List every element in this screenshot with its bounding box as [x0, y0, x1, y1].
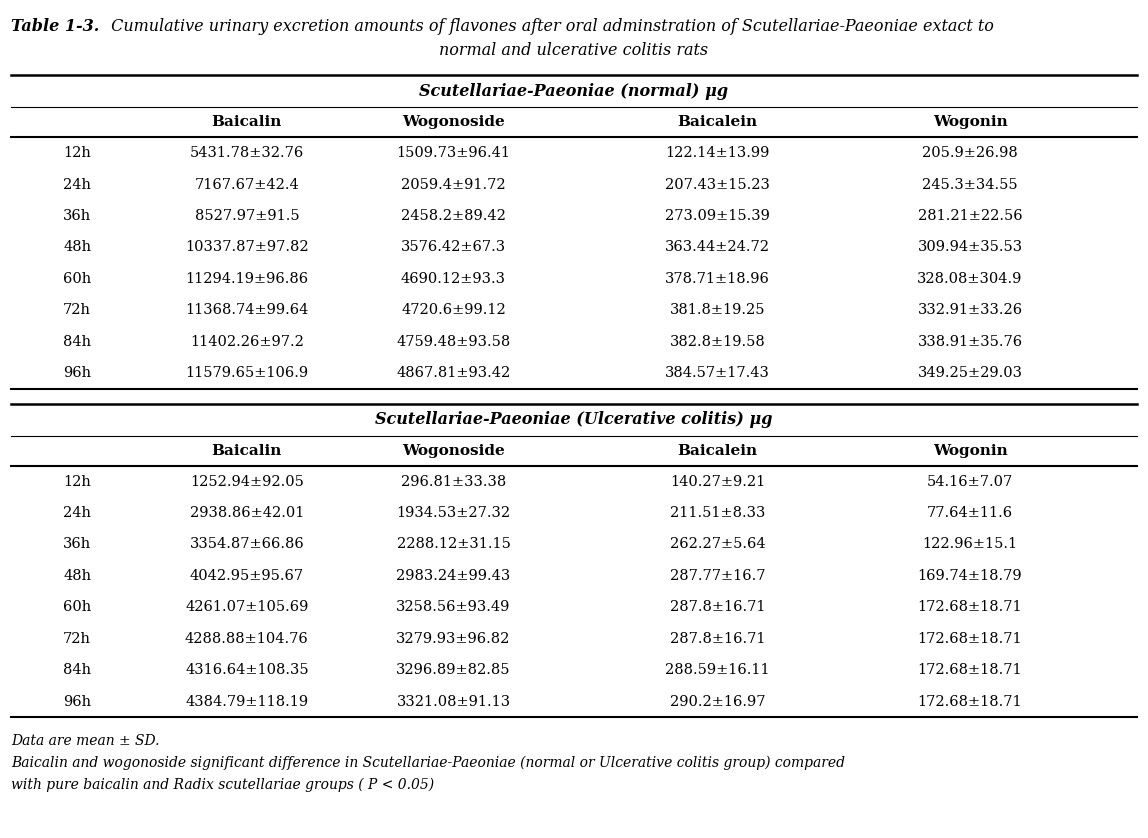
Text: 1509.73±96.41: 1509.73±96.41	[396, 146, 511, 160]
Text: 48h: 48h	[63, 241, 91, 255]
Text: 3258.56±93.49: 3258.56±93.49	[396, 600, 511, 614]
Text: 5431.78±32.76: 5431.78±32.76	[189, 146, 304, 160]
Text: 2938.86±42.01: 2938.86±42.01	[189, 506, 304, 520]
Text: 60h: 60h	[63, 600, 92, 614]
Text: 287.8±16.71: 287.8±16.71	[669, 600, 766, 614]
Text: 11402.26±97.2: 11402.26±97.2	[189, 334, 304, 349]
Text: 245.3±34.55: 245.3±34.55	[922, 178, 1018, 192]
Text: 172.68±18.71: 172.68±18.71	[917, 600, 1023, 614]
Text: 11579.65±106.9: 11579.65±106.9	[185, 366, 309, 380]
Text: 211.51±8.33: 211.51±8.33	[669, 506, 766, 520]
Text: 48h: 48h	[63, 569, 91, 583]
Text: 382.8±19.58: 382.8±19.58	[669, 334, 766, 349]
Text: 84h: 84h	[63, 334, 91, 349]
Text: 77.64±11.6: 77.64±11.6	[926, 506, 1014, 520]
Text: 2288.12±31.15: 2288.12±31.15	[396, 537, 511, 551]
Text: 4261.07±105.69: 4261.07±105.69	[185, 600, 309, 614]
Text: 309.94±35.53: 309.94±35.53	[917, 241, 1023, 255]
Text: 140.27±9.21: 140.27±9.21	[670, 474, 765, 489]
Text: 172.68±18.71: 172.68±18.71	[917, 632, 1023, 646]
Text: 1252.94±92.05: 1252.94±92.05	[189, 474, 304, 489]
Text: 363.44±24.72: 363.44±24.72	[665, 241, 770, 255]
Text: 2059.4±91.72: 2059.4±91.72	[401, 178, 506, 192]
Text: 72h: 72h	[63, 303, 91, 318]
Text: Table 1-3.: Table 1-3.	[11, 18, 100, 35]
Text: 3321.08±91.13: 3321.08±91.13	[396, 695, 511, 709]
Text: Baicalin: Baicalin	[211, 444, 282, 458]
Text: 262.27±5.64: 262.27±5.64	[669, 537, 766, 551]
Text: 3296.89±82.85: 3296.89±82.85	[396, 663, 511, 677]
Text: 2458.2±89.42: 2458.2±89.42	[401, 209, 506, 223]
Text: 96h: 96h	[63, 366, 91, 380]
Text: 54.16±7.07: 54.16±7.07	[926, 474, 1014, 489]
Text: 8527.97±91.5: 8527.97±91.5	[194, 209, 300, 223]
Text: 4288.88±104.76: 4288.88±104.76	[185, 632, 309, 646]
Text: 3279.93±96.82: 3279.93±96.82	[396, 632, 511, 646]
Text: 4316.64±108.35: 4316.64±108.35	[185, 663, 309, 677]
Text: Wogonoside: Wogonoside	[402, 115, 505, 128]
Text: 4867.81±93.42: 4867.81±93.42	[396, 366, 511, 380]
Text: 4720.6±99.12: 4720.6±99.12	[401, 303, 506, 318]
Text: 24h: 24h	[63, 506, 91, 520]
Text: 287.8±16.71: 287.8±16.71	[669, 632, 766, 646]
Text: 169.74±18.79: 169.74±18.79	[917, 569, 1023, 583]
Text: Baicalin and wogonoside significant difference in Scutellariae-Paeoniae (normal : Baicalin and wogonoside significant diff…	[11, 755, 845, 770]
Text: 10337.87±97.82: 10337.87±97.82	[185, 241, 309, 255]
Text: 36h: 36h	[63, 209, 92, 223]
Text: Scutellariae-Paeoniae (Ulcerative colitis) μg: Scutellariae-Paeoniae (Ulcerative coliti…	[375, 411, 773, 428]
Text: 338.91±35.76: 338.91±35.76	[917, 334, 1023, 349]
Text: 1934.53±27.32: 1934.53±27.32	[396, 506, 511, 520]
Text: 296.81±33.38: 296.81±33.38	[401, 474, 506, 489]
Text: 288.59±16.11: 288.59±16.11	[665, 663, 770, 677]
Text: 381.8±19.25: 381.8±19.25	[669, 303, 766, 318]
Text: Baicalein: Baicalein	[677, 444, 758, 458]
Text: 11294.19±96.86: 11294.19±96.86	[185, 272, 309, 286]
Text: 332.91±33.26: 332.91±33.26	[917, 303, 1023, 318]
Text: normal and ulcerative colitis rats: normal and ulcerative colitis rats	[440, 42, 708, 59]
Text: 3576.42±67.3: 3576.42±67.3	[401, 241, 506, 255]
Text: 172.68±18.71: 172.68±18.71	[917, 663, 1023, 677]
Text: 2983.24±99.43: 2983.24±99.43	[396, 569, 511, 583]
Text: 207.43±15.23: 207.43±15.23	[665, 178, 770, 192]
Text: with pure baicalin and Radix scutellariae groups ( P < 0.05): with pure baicalin and Radix scutellaria…	[11, 777, 435, 792]
Text: 384.57±17.43: 384.57±17.43	[665, 366, 770, 380]
Text: 24h: 24h	[63, 178, 91, 192]
Text: 96h: 96h	[63, 695, 91, 709]
Text: 273.09±15.39: 273.09±15.39	[665, 209, 770, 223]
Text: 60h: 60h	[63, 272, 92, 286]
Text: Baicalein: Baicalein	[677, 115, 758, 128]
Text: 378.71±18.96: 378.71±18.96	[665, 272, 770, 286]
Text: 349.25±29.03: 349.25±29.03	[917, 366, 1023, 380]
Text: Wogonin: Wogonin	[932, 444, 1008, 458]
Text: 36h: 36h	[63, 537, 92, 551]
Text: 4759.48±93.58: 4759.48±93.58	[396, 334, 511, 349]
Text: 122.14±13.99: 122.14±13.99	[666, 146, 769, 160]
Text: Wogonoside: Wogonoside	[402, 444, 505, 458]
Text: Data are mean ± SD.: Data are mean ± SD.	[11, 734, 160, 747]
Text: 84h: 84h	[63, 663, 91, 677]
Text: 172.68±18.71: 172.68±18.71	[917, 695, 1023, 709]
Text: 281.21±22.56: 281.21±22.56	[917, 209, 1023, 223]
Text: Scutellariae-Paeoniae (normal) μg: Scutellariae-Paeoniae (normal) μg	[419, 83, 729, 100]
Text: 122.96±15.1: 122.96±15.1	[923, 537, 1017, 551]
Text: 4690.12±93.3: 4690.12±93.3	[401, 272, 506, 286]
Text: 4384.79±118.19: 4384.79±118.19	[185, 695, 309, 709]
Text: 72h: 72h	[63, 632, 91, 646]
Text: Wogonin: Wogonin	[932, 115, 1008, 128]
Text: 3354.87±66.86: 3354.87±66.86	[189, 537, 304, 551]
Text: 4042.95±95.67: 4042.95±95.67	[189, 569, 304, 583]
Text: 205.9±26.98: 205.9±26.98	[922, 146, 1018, 160]
Text: 11368.74±99.64: 11368.74±99.64	[185, 303, 309, 318]
Text: 7167.67±42.4: 7167.67±42.4	[194, 178, 300, 192]
Text: 290.2±16.97: 290.2±16.97	[669, 695, 766, 709]
Text: 328.08±304.9: 328.08±304.9	[917, 272, 1023, 286]
Text: 12h: 12h	[63, 474, 91, 489]
Text: Cumulative urinary excretion amounts of flavones after oral adminstration of Scu: Cumulative urinary excretion amounts of …	[106, 18, 993, 35]
Text: 287.77±16.7: 287.77±16.7	[669, 569, 766, 583]
Text: Baicalin: Baicalin	[211, 115, 282, 128]
Text: 12h: 12h	[63, 146, 91, 160]
